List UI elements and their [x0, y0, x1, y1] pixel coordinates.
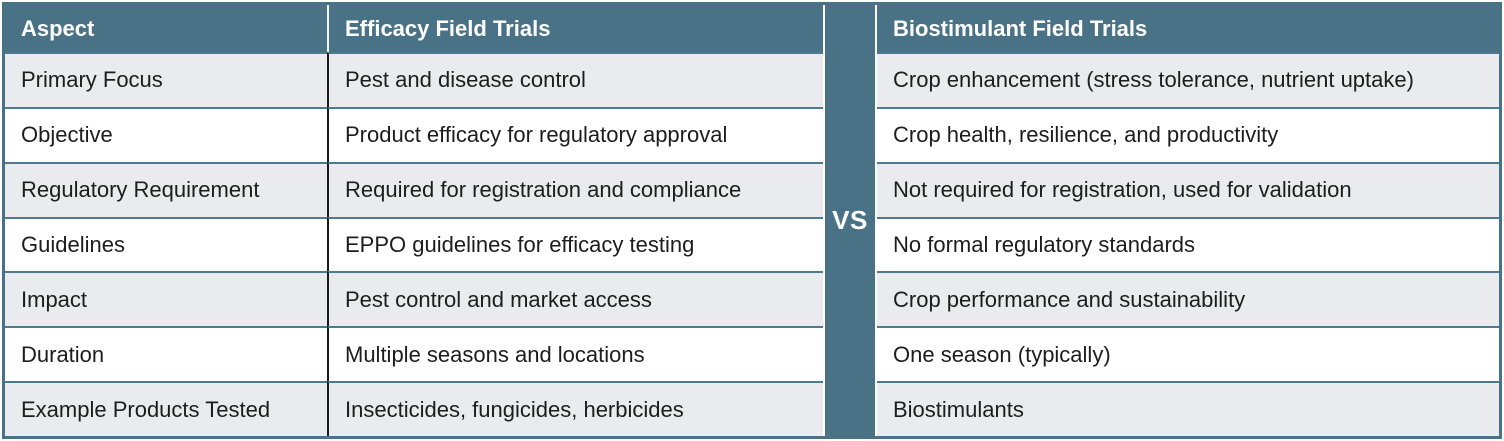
header-aspect: Aspect — [5, 5, 327, 52]
row-guidelines-efficacy: EPPO guidelines for efficacy testing — [327, 216, 823, 272]
row-example-products-biostimulant: Biostimulants — [877, 381, 1499, 436]
row-regulatory-requirement-efficacy: Required for registration and compliance — [327, 161, 823, 217]
row-example-products-aspect: Example Products Tested — [5, 381, 327, 436]
row-guidelines-aspect: Guidelines — [5, 216, 327, 272]
row-duration-biostimulant: One season (typically) — [877, 326, 1499, 382]
row-impact-biostimulant: Crop performance and sustainability — [877, 271, 1499, 327]
row-primary-focus-biostimulant: Crop enhancement (stress tolerance, nutr… — [877, 52, 1499, 107]
row-regulatory-requirement-aspect: Regulatory Requirement — [5, 161, 327, 217]
row-guidelines-biostimulant: No formal regulatory standards — [877, 216, 1499, 272]
vs-divider-band: VS — [823, 5, 877, 436]
row-duration-aspect: Duration — [5, 326, 327, 382]
row-regulatory-requirement-biostimulant: Not required for registration, used for … — [877, 161, 1499, 217]
row-impact-efficacy: Pest control and market access — [327, 271, 823, 327]
row-primary-focus-aspect: Primary Focus — [5, 52, 327, 107]
row-primary-focus-efficacy: Pest and disease control — [327, 52, 823, 107]
row-example-products-efficacy: Insecticides, fungicides, herbicides — [327, 381, 823, 436]
row-objective-biostimulant: Crop health, resilience, and productivit… — [877, 106, 1499, 162]
row-objective-efficacy: Product efficacy for regulatory approval — [327, 106, 823, 162]
header-efficacy: Efficacy Field Trials — [327, 5, 823, 52]
header-biostimulant: Biostimulant Field Trials — [877, 5, 1499, 52]
row-impact-aspect: Impact — [5, 271, 327, 327]
row-objective-aspect: Objective — [5, 106, 327, 162]
row-duration-efficacy: Multiple seasons and locations — [327, 326, 823, 382]
